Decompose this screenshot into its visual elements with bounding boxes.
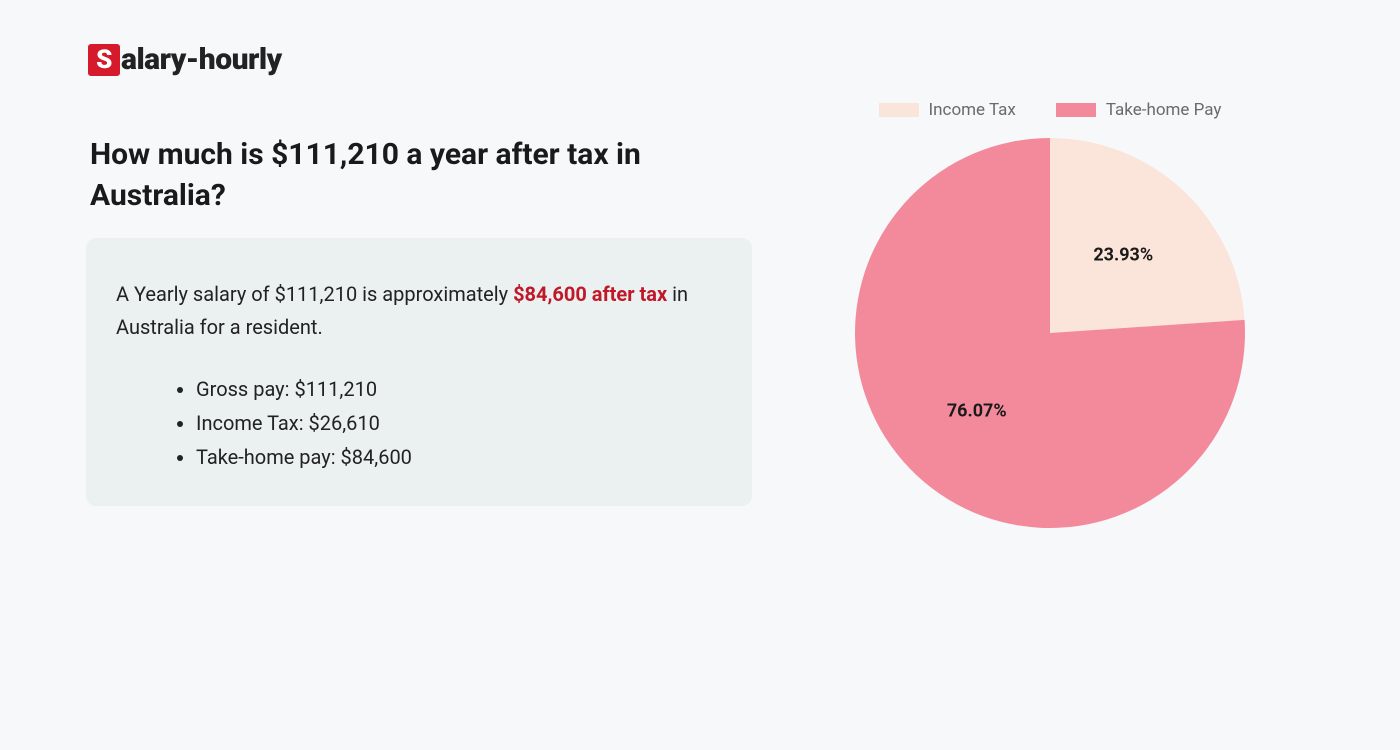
- logo-s-badge: S: [88, 44, 120, 76]
- summary-highlight: $84,600 after tax: [513, 282, 667, 306]
- pie-slice: [1050, 138, 1245, 333]
- logo-text: alary-hourly: [121, 42, 282, 77]
- page-title: How much is $111,210 a year after tax in…: [90, 135, 730, 216]
- list-item: Income Tax: $26,610: [196, 406, 722, 440]
- pie-slice-label: 76.07%: [947, 401, 1007, 422]
- list-item: Take-home pay: $84,600: [196, 440, 722, 474]
- legend-item-income-tax: Income Tax: [879, 100, 1016, 120]
- legend-label: Income Tax: [929, 100, 1016, 120]
- legend-label: Take-home Pay: [1106, 100, 1222, 120]
- pie-chart-region: Income Tax Take-home Pay 23.93% 76.07%: [820, 100, 1280, 580]
- pie-svg: [855, 138, 1245, 528]
- list-item: Gross pay: $111,210: [196, 372, 722, 406]
- summary-paragraph: A Yearly salary of $111,210 is approxima…: [116, 278, 722, 344]
- legend-swatch: [1056, 103, 1096, 117]
- site-logo: Salary-hourly: [88, 42, 282, 77]
- summary-box: A Yearly salary of $111,210 is approxima…: [86, 238, 752, 506]
- summary-prefix: A Yearly salary of $111,210 is approxima…: [116, 282, 513, 306]
- pie-slice-label: 23.93%: [1093, 244, 1153, 265]
- legend-swatch: [879, 103, 919, 117]
- breakdown-list: Gross pay: $111,210 Income Tax: $26,610 …: [116, 372, 722, 474]
- legend-item-take-home: Take-home Pay: [1056, 100, 1222, 120]
- pie-container: 23.93% 76.07%: [855, 138, 1245, 528]
- chart-legend: Income Tax Take-home Pay: [820, 100, 1280, 120]
